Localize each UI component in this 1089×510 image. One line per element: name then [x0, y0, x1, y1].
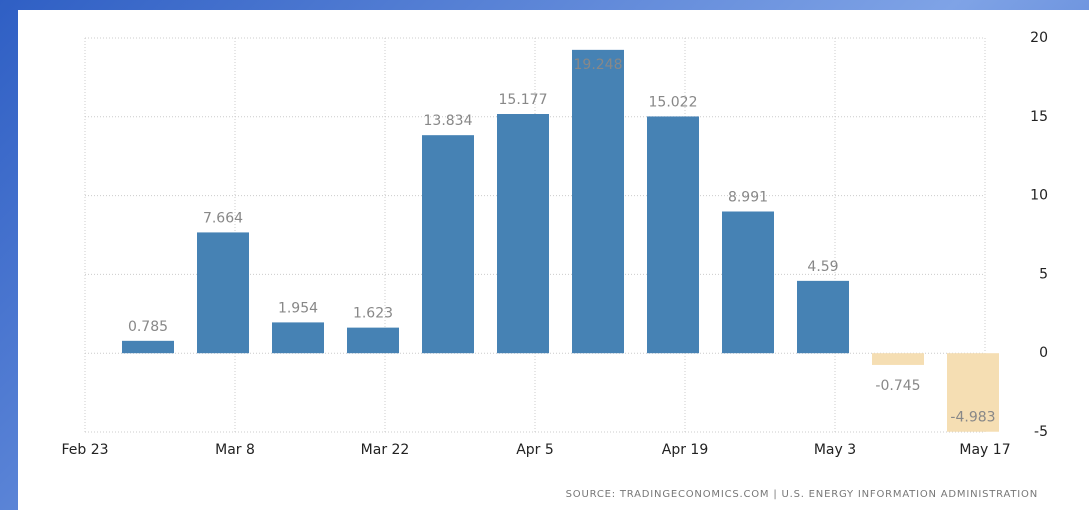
bar: [497, 114, 549, 354]
bar: [347, 327, 399, 354]
value-label: 15.177: [499, 92, 548, 108]
value-label: 19.248: [574, 57, 623, 73]
value-label: 15.022: [649, 94, 698, 110]
value-label: 1.954: [278, 300, 318, 316]
bar: [722, 211, 774, 354]
x-tick-label: Mar 8: [215, 442, 255, 458]
x-tick-label: May 17: [959, 442, 1010, 458]
value-label: 4.59: [807, 259, 838, 275]
y-tick-label: 0: [1039, 345, 1048, 361]
value-label: 1.623: [353, 306, 393, 322]
bar: [947, 353, 999, 432]
value-label: 7.664: [203, 210, 243, 226]
value-label: 0.785: [128, 319, 168, 335]
bar: [272, 322, 324, 354]
x-tick-label: Feb 23: [61, 442, 108, 458]
value-label: -4.983: [950, 410, 995, 426]
y-tick-label: 15: [1030, 109, 1048, 125]
bar: [197, 232, 249, 354]
y-tick-label: -5: [1034, 424, 1048, 440]
bar: [572, 49, 624, 354]
y-tick-label: 20: [1030, 30, 1048, 46]
chart: SOURCE: TRADINGECONOMICS.COM | U.S. ENER…: [18, 10, 1089, 510]
y-tick-label: 10: [1030, 188, 1048, 204]
bar: [872, 353, 924, 365]
value-label: -0.745: [875, 378, 920, 394]
x-tick-label: May 3: [814, 442, 856, 458]
bar: [422, 135, 474, 354]
value-label: 8.991: [728, 190, 768, 206]
bar: [797, 280, 849, 354]
source: SOURCE: TRADINGECONOMICS.COM | U.S. ENER…: [566, 489, 1038, 500]
value-label: 13.834: [424, 113, 473, 129]
x-tick-label: Mar 22: [361, 442, 410, 458]
x-tick-label: Apr 19: [662, 442, 708, 458]
y-tick-label: 5: [1039, 266, 1048, 282]
bar: [647, 116, 699, 354]
x-tick-label: Apr 5: [516, 442, 554, 458]
bar: [122, 340, 174, 354]
